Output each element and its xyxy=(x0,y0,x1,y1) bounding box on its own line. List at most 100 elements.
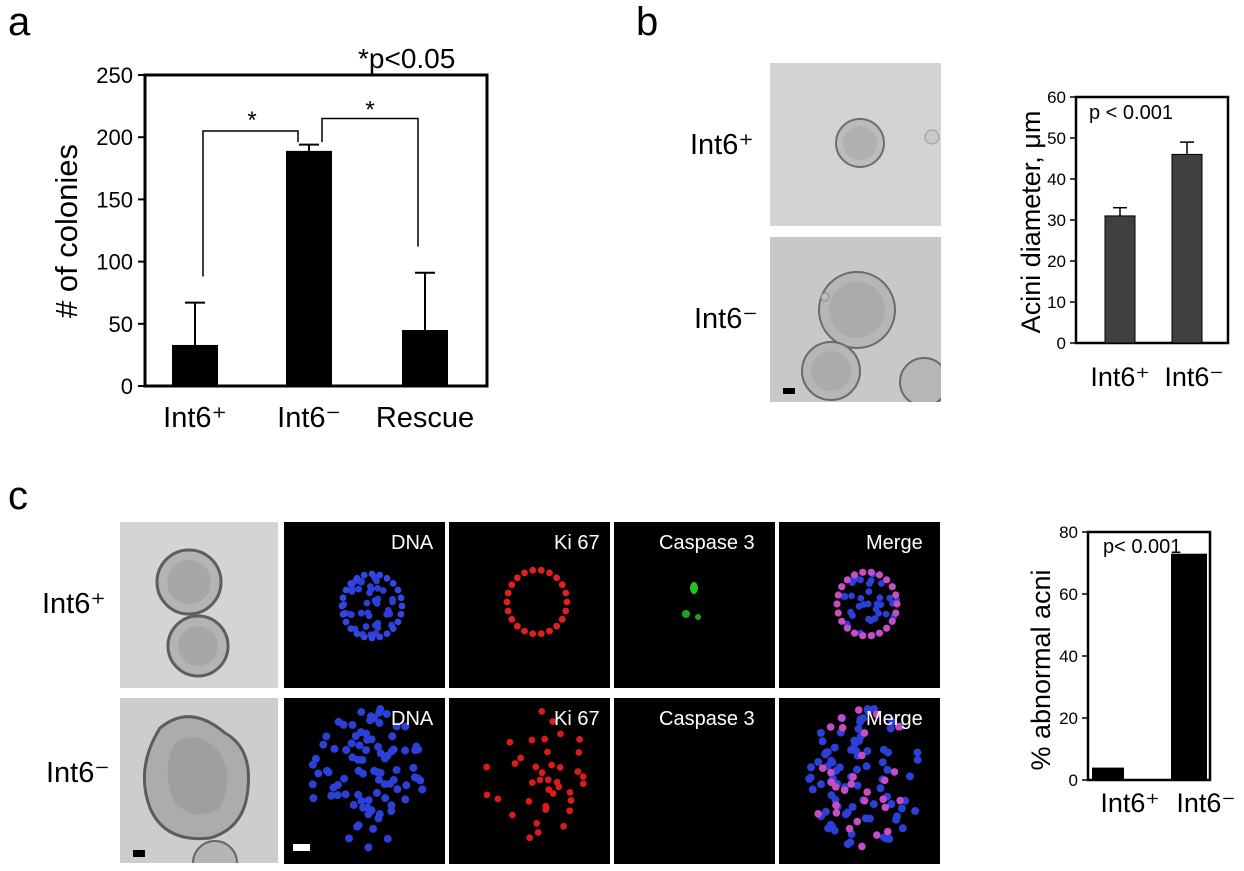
nucleus xyxy=(838,723,847,732)
nucleus xyxy=(392,765,401,774)
panel-letter-c: c xyxy=(8,474,28,518)
nucleus xyxy=(579,773,587,780)
nucleus xyxy=(878,758,887,767)
channel-label-ki67-top: Ki 67 xyxy=(554,532,600,554)
nucleus xyxy=(537,630,545,638)
nucleus xyxy=(389,579,397,587)
nucleus xyxy=(546,627,553,635)
nucleus xyxy=(333,781,342,790)
nucleus xyxy=(375,719,384,728)
nucleus xyxy=(834,591,842,599)
y-tick-label-a: 0 xyxy=(121,374,133,399)
nucleus xyxy=(859,632,867,640)
nucleus xyxy=(360,633,368,641)
nucleus xyxy=(504,607,512,615)
nucleus xyxy=(508,581,516,589)
nucleus xyxy=(358,769,367,778)
nucleus xyxy=(363,599,371,607)
significance-bracket-2 xyxy=(321,117,419,247)
nucleus xyxy=(362,623,370,630)
nucleus xyxy=(364,796,373,805)
nucleus xyxy=(393,785,402,794)
nucleus xyxy=(882,834,891,843)
nucleus xyxy=(879,795,887,803)
nucleus xyxy=(418,785,427,794)
nucleus xyxy=(366,589,373,597)
nucleus xyxy=(529,630,537,638)
y-axis-label-c: % abnormal acni xyxy=(1026,569,1056,770)
y-tick-label-b: 30 xyxy=(1047,211,1066,230)
nucleus xyxy=(881,803,890,812)
nucleus xyxy=(314,769,323,778)
nucleus xyxy=(840,786,849,794)
y-tick-label-a: 100 xyxy=(96,250,133,275)
nucleus xyxy=(362,746,371,755)
nucleus xyxy=(319,740,328,749)
fluorescence-ki67-int6-plus xyxy=(449,522,610,688)
nucleus xyxy=(867,632,875,640)
x-tick-label-a: Rescue xyxy=(376,402,474,434)
nucleus xyxy=(511,760,519,767)
nucleus xyxy=(860,729,869,737)
nucleus xyxy=(856,717,865,726)
nucleus xyxy=(883,576,891,584)
nucleus xyxy=(832,801,840,810)
nucleus xyxy=(869,800,878,809)
nucleus xyxy=(538,769,546,777)
nucleus xyxy=(537,566,545,574)
nucleus xyxy=(893,812,902,821)
channel-label-caspase3-top: Caspase 3 xyxy=(659,532,755,554)
nucleus xyxy=(913,755,922,764)
nucleus xyxy=(852,765,861,774)
nucleus xyxy=(394,618,402,626)
nucleus xyxy=(353,630,361,638)
brightfield-int6-plus-c xyxy=(120,522,278,688)
nucleus xyxy=(357,609,365,617)
nucleus xyxy=(563,598,571,606)
x-tick-label-c: Int6⁻ xyxy=(1176,788,1235,818)
nucleus xyxy=(828,822,837,831)
nucleus xyxy=(861,814,870,823)
chart-a: 0 50 100 150 200 250 Int6⁺ Int6⁻ Rescue * * *p<0.05… xyxy=(49,43,489,434)
fluorescence-merge-int6-plus xyxy=(779,522,940,688)
nucleus xyxy=(506,738,514,746)
nucleus xyxy=(827,791,836,800)
nucleus xyxy=(398,602,406,610)
nucleus xyxy=(892,591,900,599)
nucleus xyxy=(528,736,536,744)
nucleus xyxy=(892,609,900,617)
fluorescence-caspase3-int6-minus xyxy=(614,698,775,864)
nucleus xyxy=(843,624,851,632)
nucleus xyxy=(857,576,864,584)
channel-label-dna-top: DNA xyxy=(391,532,434,554)
nucleus xyxy=(549,718,557,725)
nucleus xyxy=(388,732,397,741)
nucleus xyxy=(867,568,875,576)
fluorescence-dna-int6-minus xyxy=(284,698,445,864)
nucleus xyxy=(371,621,379,629)
nucleus xyxy=(848,592,856,600)
nucleus xyxy=(534,829,542,836)
nucleus xyxy=(347,579,355,587)
nucleus xyxy=(860,796,869,805)
nucleus xyxy=(850,629,859,637)
pvalue-annotation-c: p< 0.001 xyxy=(1103,536,1181,558)
channel-label-ki67-bottom: Ki 67 xyxy=(554,708,600,730)
nucleus xyxy=(875,609,883,617)
fluorescence-dna-int6-plus xyxy=(284,522,445,688)
scale-bar-c-fluorescence xyxy=(293,844,310,851)
y-tick-label-b: 0 xyxy=(1057,334,1066,353)
nucleus xyxy=(375,810,384,819)
nucleus xyxy=(544,748,551,756)
y-tick-label-b: 10 xyxy=(1047,293,1066,312)
significance-star-2: * xyxy=(365,97,374,124)
nucleus xyxy=(338,602,346,610)
nucleus xyxy=(397,610,405,618)
nucleus xyxy=(349,801,358,810)
scale-bar-b xyxy=(783,388,795,394)
nucleus xyxy=(553,574,561,582)
nucleus xyxy=(556,764,564,771)
nucleus xyxy=(324,768,333,777)
nucleus xyxy=(848,802,857,811)
nucleus xyxy=(532,763,540,771)
